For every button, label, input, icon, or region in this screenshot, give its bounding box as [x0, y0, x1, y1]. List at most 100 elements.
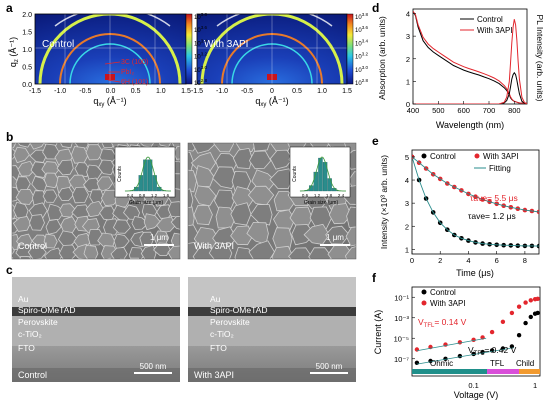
- grain: [85, 144, 104, 161]
- xtick-label: 700: [483, 106, 496, 115]
- annotation-6h-101: 6H (101): [121, 79, 148, 86]
- point-control: [457, 353, 463, 359]
- legend-f-3api: With 3API: [430, 299, 466, 308]
- ytick-label: 1: [405, 245, 409, 254]
- inset-tick-a-2: 1.8: [326, 193, 333, 198]
- grain: [29, 143, 45, 150]
- panel-a-ylabel: qz (Å⁻¹): [8, 37, 20, 67]
- scale-bar-c-control-label: 500 nm: [140, 362, 167, 371]
- grain: [43, 172, 60, 189]
- point-control: [414, 360, 420, 365]
- colorbar-tick: 103.4: [355, 38, 368, 47]
- inset-tick-a-3: 2.4: [338, 193, 345, 198]
- grain: [12, 216, 32, 232]
- grain: [119, 258, 129, 259]
- panel-a-xlabel-3api: qxy (Å⁻¹): [255, 96, 288, 108]
- colorbar-tick: 103.0: [194, 65, 207, 74]
- grain: [112, 219, 131, 234]
- grain: [58, 244, 78, 259]
- grain: [96, 176, 114, 193]
- grain: [328, 203, 352, 225]
- panel-d-legend: Control With 3API: [460, 15, 513, 35]
- grain: [231, 186, 255, 209]
- grain: [44, 247, 63, 259]
- ytick-label: 10⁻¹: [394, 293, 409, 302]
- series-PL-with-3api: [413, 19, 527, 104]
- point-with-3api: [489, 329, 495, 335]
- grain: [185, 257, 200, 272]
- xtick-label: 6: [495, 256, 499, 265]
- grain: [157, 261, 172, 276]
- legend-d-control: Control: [477, 15, 503, 24]
- xtick-label: 8: [523, 256, 527, 265]
- panel-letter-a: a: [6, 1, 13, 15]
- panel-letter-f: f: [372, 271, 377, 285]
- grain: [83, 244, 99, 259]
- panel-f-ylabel: Current (A): [373, 310, 383, 355]
- point-with-3api: [500, 319, 506, 324]
- grain: [30, 161, 48, 178]
- panel-d-ylabel-right: PL Intensity (arb. units): [535, 14, 545, 101]
- grain: [344, 246, 356, 259]
- panel-a-xtick-control: -1.5: [29, 88, 41, 95]
- inset-tick-c-1: 0.8: [139, 193, 146, 198]
- panel-a-xtick-3api: 0: [270, 88, 274, 95]
- panel-letter-e: e: [372, 134, 379, 148]
- grain: [248, 150, 272, 170]
- point-with-3api: [509, 310, 515, 316]
- inset-ylabel-3api: Counts: [292, 166, 298, 182]
- grain: [252, 143, 271, 152]
- grain: [156, 216, 177, 233]
- grain: [19, 255, 32, 259]
- giwaxs-control-label: Control: [42, 39, 74, 50]
- sem-control-label: Control: [18, 241, 47, 251]
- grain: [167, 201, 180, 219]
- grain: [86, 263, 101, 277]
- grain: [12, 245, 15, 256]
- grain: [195, 165, 215, 188]
- panel-a-xtick-control: 1.5: [181, 88, 191, 95]
- panel-a-ytick: 1.5: [22, 30, 32, 37]
- grain: [308, 247, 333, 259]
- panel-a-xtick-control: 1.0: [156, 88, 166, 95]
- grain: [42, 263, 56, 277]
- colorbar-tick: 102.8: [355, 78, 368, 87]
- grain: [27, 244, 47, 259]
- region-ohmic-bar: [412, 369, 487, 374]
- grain: [42, 189, 58, 203]
- xtick-label: 4: [466, 256, 470, 265]
- grain: [143, 261, 158, 274]
- grain: [167, 245, 180, 259]
- colorbar-tick: 103.4: [194, 38, 207, 47]
- ytick-label: 0: [406, 100, 410, 109]
- layer-tio2-control: c-TiO₂: [18, 329, 42, 339]
- grain: [232, 147, 253, 170]
- grain: [71, 186, 89, 204]
- ytick-label: 1: [406, 77, 410, 86]
- region-child-label: Child: [516, 359, 534, 368]
- grain: [208, 242, 233, 259]
- grain: [191, 143, 217, 154]
- legend-e-3api: With 3API: [483, 152, 519, 161]
- point-control: [528, 314, 533, 320]
- grain: [269, 168, 294, 190]
- cross-section-3api-label: With 3API: [194, 370, 234, 380]
- vtfl-control-annotation: VTFL= 0.42 V: [468, 345, 517, 357]
- point-with-3api: [528, 298, 533, 303]
- panel-a-xtick-3api: 1.0: [317, 88, 327, 95]
- inset-histogram-3api: Counts Grain size (μm) 0.6 1.2 1.8 2.4: [289, 146, 351, 206]
- panel-e-trpl: 0 2 4 6 8 1 2 3 4 5 Intensity (×10³ arb. units) T…: [379, 149, 540, 278]
- xtick-label: 400: [407, 106, 420, 115]
- panel-e-legend: Control With 3API Fitting: [421, 152, 519, 173]
- grain: [60, 260, 76, 274]
- series-absorption-with-3api: [413, 11, 527, 104]
- layer-fto-3api: FTO: [210, 343, 227, 353]
- hist-fit-curve: [300, 156, 346, 192]
- grain: [230, 225, 254, 246]
- colorbar-tick: 103.2: [355, 52, 368, 61]
- grain: [31, 234, 48, 249]
- grain: [234, 246, 255, 259]
- ytick-label: 10⁻³: [394, 314, 409, 323]
- region-tfl-bar: [487, 369, 519, 374]
- inset-tick-c-0: 0.4: [127, 193, 134, 198]
